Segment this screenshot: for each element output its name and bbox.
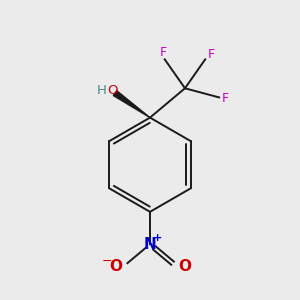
Text: O: O [178,260,191,274]
Text: F: F [222,92,229,105]
Text: O: O [109,260,122,274]
Text: F: F [208,48,215,62]
Text: +: + [153,233,163,243]
Text: F: F [160,46,167,59]
Text: N: N [144,237,156,252]
Polygon shape [113,91,150,118]
Text: O: O [107,84,118,97]
Text: H: H [97,84,107,97]
Text: −: − [102,254,112,268]
